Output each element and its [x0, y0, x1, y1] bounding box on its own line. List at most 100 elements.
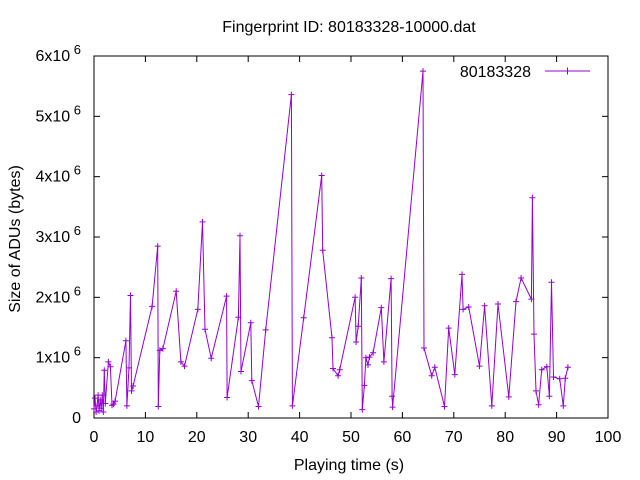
y-tick-label: 3x10 6	[35, 223, 81, 246]
data-point	[330, 365, 336, 372]
data-point	[420, 68, 426, 75]
data-point	[202, 326, 208, 333]
data-point	[353, 339, 360, 345]
plot-frame	[93, 55, 609, 419]
data-point	[362, 354, 369, 361]
series-group	[91, 68, 571, 415]
data-point	[92, 395, 98, 402]
data-point	[550, 374, 557, 380]
legend-swatch-marker	[564, 67, 571, 75]
data-point	[562, 375, 569, 382]
data-point	[535, 401, 542, 408]
data-point	[224, 394, 231, 401]
data-point	[154, 243, 161, 250]
data-point	[247, 319, 254, 326]
data-point	[102, 400, 109, 407]
data-point	[262, 326, 269, 333]
data-point	[318, 172, 325, 179]
data-point	[248, 377, 255, 384]
data-point	[380, 358, 387, 365]
y-axis-ticks: 0 1x10 6 2x10 6 3x10 6 4x10 6 5x10 6 6x10 6	[35, 42, 608, 427]
data-point	[481, 302, 488, 309]
data-point	[365, 361, 371, 368]
data-point	[319, 247, 326, 254]
data-point	[556, 375, 563, 382]
data-point	[445, 325, 452, 332]
data-point	[528, 296, 535, 303]
data-point	[531, 331, 537, 338]
data-point	[255, 403, 262, 410]
data-point	[288, 91, 295, 98]
data-point	[465, 304, 472, 310]
data-point	[564, 364, 571, 371]
y-tick-label: 4x10 6	[35, 163, 81, 186]
data-point	[199, 218, 206, 225]
data-point	[130, 383, 137, 389]
y-tick-label: 2x10 6	[35, 283, 81, 306]
data-point	[123, 402, 130, 409]
data-point	[538, 366, 545, 373]
data-point	[223, 293, 230, 300]
data-point	[159, 345, 166, 352]
x-tick-label: 70	[445, 429, 463, 446]
data-point	[518, 275, 525, 281]
data-point	[329, 334, 335, 341]
y-tick-label: 6x10 6	[35, 42, 81, 65]
data-point	[513, 298, 519, 305]
data-point	[98, 405, 105, 412]
data-point	[352, 294, 359, 301]
data-point	[105, 358, 112, 365]
x-tick-label: 20	[188, 429, 206, 446]
data-point	[389, 393, 396, 400]
data-point	[488, 402, 495, 409]
data-point	[421, 345, 427, 351]
data-point	[126, 364, 132, 371]
series-line	[93, 71, 569, 413]
data-point	[91, 405, 97, 412]
data-point	[548, 279, 555, 286]
data-point	[238, 368, 244, 375]
data-point	[99, 392, 106, 399]
data-point	[441, 403, 448, 410]
data-point	[181, 363, 188, 370]
x-tick-label: 0	[90, 429, 99, 446]
x-tick-label: 60	[394, 429, 412, 446]
data-point	[177, 358, 184, 365]
x-tick-label: 30	[239, 429, 257, 446]
x-tick-label: 50	[342, 429, 360, 446]
data-point	[94, 402, 101, 409]
data-point	[208, 355, 215, 362]
data-point	[543, 363, 550, 370]
data-point	[451, 371, 458, 378]
data-point	[428, 372, 435, 379]
x-tick-label: 80	[496, 429, 514, 446]
data-point	[460, 306, 467, 313]
data-point	[459, 271, 465, 278]
x-tick-label: 100	[595, 429, 622, 446]
data-point	[107, 363, 114, 370]
data-point	[378, 304, 385, 311]
plot-border	[93, 55, 609, 419]
data-point	[100, 409, 107, 415]
data-point	[235, 314, 242, 321]
data-point	[529, 194, 536, 201]
data-point	[388, 275, 395, 282]
data-point	[370, 349, 377, 356]
data-point	[289, 402, 296, 409]
data-point	[300, 314, 307, 321]
y-axis-label: Size of ADUs (bytes)	[7, 165, 24, 313]
data-point	[546, 393, 553, 400]
data-point	[335, 372, 342, 379]
x-axis-ticks: 0 10 20 30 40 50 60 70 80 90 100	[90, 56, 622, 446]
data-point	[237, 232, 243, 239]
data-point	[366, 354, 373, 361]
data-point	[122, 337, 129, 344]
data-point	[156, 347, 163, 354]
x-axis-label: Playing time (s)	[294, 457, 404, 474]
data-point	[155, 403, 162, 410]
data-point	[128, 387, 135, 394]
data-point	[194, 306, 201, 313]
y-tick-label: 5x10 6	[35, 102, 81, 125]
x-tick-label: 40	[291, 429, 309, 446]
